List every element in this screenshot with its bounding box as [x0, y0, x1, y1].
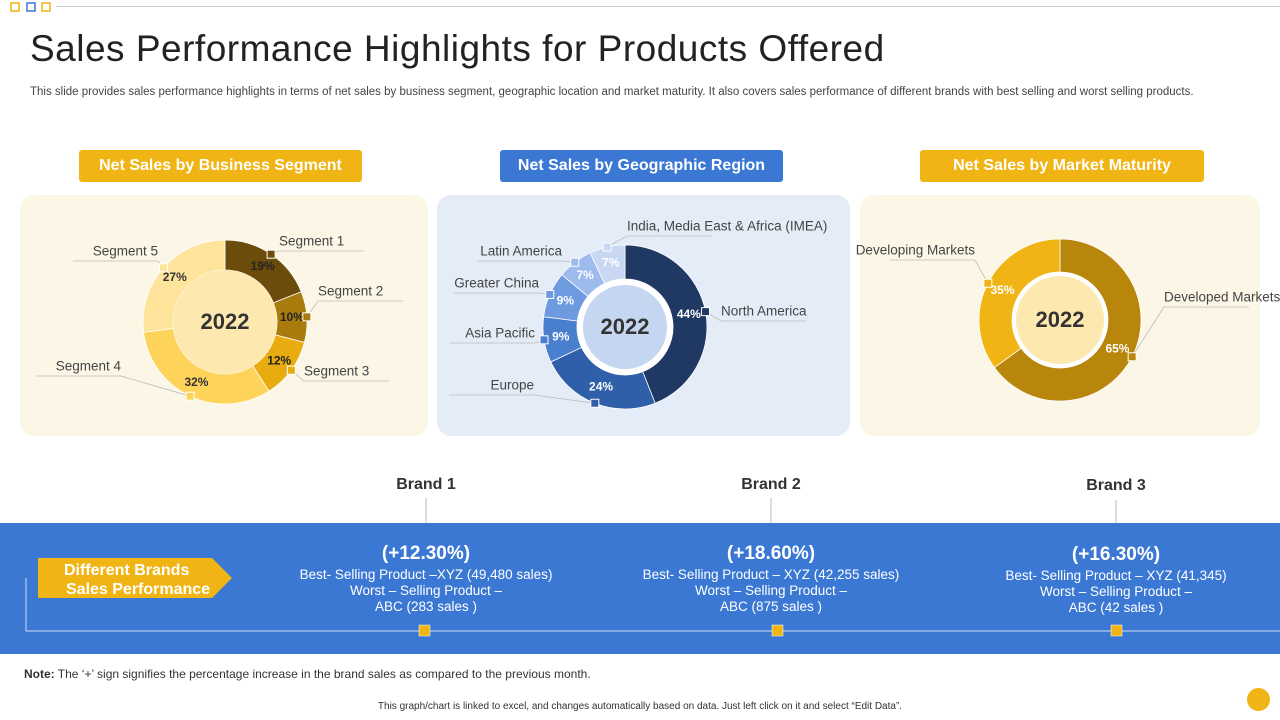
center-label: 2022 — [201, 309, 250, 334]
brand-card: (+16.30%) Best- Selling Product – XYZ (41… — [956, 542, 1276, 616]
charts: 19% Segment 1 10% Segment 2 12% Segment 3 32% S… — [36, 219, 1280, 410]
top-rule — [56, 6, 1280, 7]
brand-card: (+12.30%) Best- Selling Product –XYZ (49,… — [266, 541, 586, 615]
leader-line — [306, 300, 403, 318]
leader-marker — [158, 263, 168, 273]
leader-line — [449, 394, 595, 404]
category-label: Segment 3 — [304, 364, 369, 379]
leader-line — [705, 311, 806, 322]
brand-line: Worst – Selling Product – — [349, 583, 503, 598]
donut-center — [173, 270, 277, 374]
chart-title: Net Sales by Geographic Region — [500, 150, 783, 182]
donut-center — [1016, 276, 1104, 364]
subtitle: This slide provides sales performance hi… — [30, 86, 1194, 98]
leader-line — [890, 259, 989, 284]
data-label: 44% — [677, 307, 701, 321]
leader-line — [606, 235, 712, 248]
brand-line: ABC (875 sales ) — [719, 599, 823, 614]
logo-squares — [10, 2, 51, 12]
data-label: 65% — [1105, 341, 1129, 355]
note-label: Note: — [24, 667, 55, 681]
leader-marker — [286, 365, 296, 375]
chart-title: Net Sales by Market Maturity — [920, 150, 1204, 182]
brand-change: (+12.30%) — [381, 543, 471, 564]
brand-change: (+16.30%) — [1071, 544, 1161, 565]
category-label: Asia Pacific — [465, 326, 535, 341]
brand-line: Worst – Selling Product – — [694, 583, 848, 598]
brand-line: Best- Selling Product – XYZ (41,345) — [1005, 568, 1227, 583]
brand-line: Best- Selling Product – XYZ (42,255 sale… — [642, 567, 900, 582]
leader-line — [73, 260, 164, 269]
brand-line: Worst – Selling Product – — [1039, 584, 1193, 599]
data-label: 7% — [576, 268, 594, 282]
category-label: Segment 4 — [56, 359, 122, 374]
leader-marker — [602, 242, 612, 252]
brand-name: Brand 2 — [741, 476, 801, 493]
leader-marker — [590, 398, 600, 408]
center-label: 2022 — [1036, 307, 1085, 332]
leader-line — [477, 260, 575, 263]
leader-marker — [539, 335, 549, 345]
donut-center — [583, 285, 667, 369]
data-label: 32% — [184, 375, 208, 389]
leader-marker — [983, 278, 993, 288]
category-label: Developed Markets — [1164, 290, 1280, 305]
brand-line: ABC (42 sales ) — [1068, 600, 1164, 615]
corner-dot — [1247, 688, 1270, 711]
brand-card: (+18.60%) Best- Selling Product – XYZ (42… — [611, 541, 931, 615]
data-label: 24% — [589, 380, 613, 394]
category-label: Segment 5 — [93, 244, 158, 259]
data-label: 9% — [552, 329, 570, 343]
leader-line — [36, 375, 191, 397]
brand-line: ABC (283 sales ) — [374, 599, 478, 614]
data-label: 7% — [602, 256, 620, 270]
leader-marker — [185, 391, 195, 401]
category-label: Latin America — [480, 244, 562, 259]
brands-label: Different Brands Sales Performance — [64, 561, 210, 599]
brand-connectors — [25, 498, 1280, 637]
brand-name: Brand 3 — [1086, 477, 1146, 494]
leader-marker — [545, 289, 555, 299]
leader-marker — [302, 312, 312, 322]
category-label: Segment 2 — [318, 284, 383, 299]
data-label: 19% — [251, 259, 275, 273]
leader-marker — [266, 249, 276, 259]
category-label: North America — [721, 304, 807, 319]
chart-title: Net Sales by Business Segment — [79, 150, 362, 182]
category-label: Greater China — [454, 276, 539, 291]
data-label: 10% — [280, 310, 304, 324]
brands-label-line: Different Brands — [64, 562, 190, 579]
center-label: 2022 — [601, 314, 650, 339]
leader-marker — [570, 257, 580, 267]
brand-name: Brand 1 — [396, 476, 456, 493]
leader-marker — [701, 307, 711, 317]
note-text: The ‘+’ sign signifies the percentage in… — [57, 667, 591, 681]
brand-line: Best- Selling Product –XYZ (49,480 sales… — [299, 567, 553, 582]
leader-marker — [1127, 352, 1137, 362]
leader-line — [270, 250, 364, 255]
data-label: 12% — [267, 354, 291, 368]
category-label: Europe — [490, 378, 534, 393]
brands-label-line: Sales Performance — [66, 581, 211, 598]
brand-change: (+18.60%) — [726, 543, 816, 564]
category-label: Segment 1 — [279, 234, 344, 249]
category-label: India, Media East & Africa (IMEA) — [627, 219, 827, 234]
data-label: 9% — [557, 293, 575, 307]
footer: This graph/chart is linked to excel, and… — [377, 701, 903, 712]
data-label: 35% — [991, 283, 1015, 297]
data-label: 27% — [163, 270, 187, 284]
title: Sales Performance Highlights for Product… — [30, 28, 885, 69]
note: Note: The ‘+’ sign signifies the percent… — [24, 667, 591, 681]
leader-line — [454, 292, 550, 295]
leader-line — [1131, 306, 1249, 357]
category-label: Developing Markets — [856, 243, 976, 258]
